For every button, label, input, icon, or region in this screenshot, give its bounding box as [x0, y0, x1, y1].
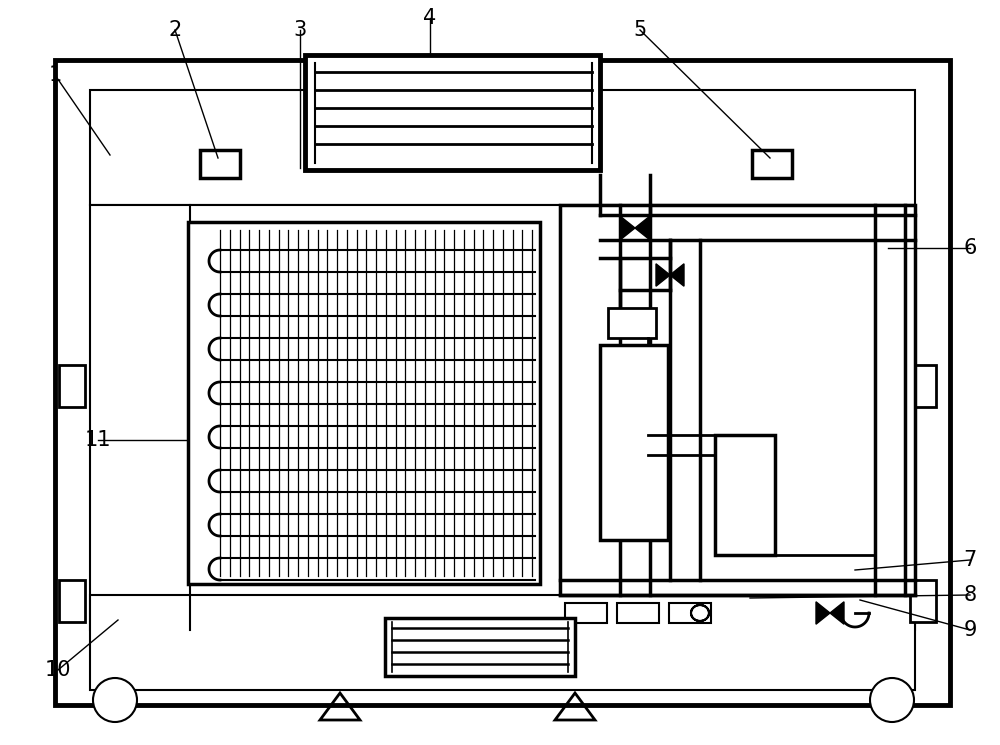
Circle shape [93, 678, 137, 722]
Text: 5: 5 [633, 20, 647, 40]
Bar [565, 603, 607, 623]
Bar [188, 222, 540, 584]
Polygon shape [816, 602, 844, 624]
Text: 4: 4 [423, 8, 437, 28]
Text: 1: 1 [48, 65, 62, 85]
Bar [385, 618, 575, 676]
Circle shape [870, 678, 914, 722]
Bar [55, 60, 950, 705]
Text: 9: 9 [963, 620, 977, 640]
Bar [560, 205, 915, 595]
Text: 7: 7 [963, 550, 977, 570]
Bar [715, 435, 775, 555]
Bar [200, 150, 240, 178]
Text: 3: 3 [293, 20, 307, 40]
Bar [90, 205, 915, 630]
Bar [608, 308, 656, 338]
Text: 10: 10 [45, 660, 71, 680]
Polygon shape [656, 264, 684, 286]
Bar [910, 580, 936, 622]
Bar [90, 595, 915, 690]
Text: 8: 8 [963, 585, 977, 605]
Text: 11: 11 [85, 430, 111, 450]
Bar [669, 603, 711, 623]
Text: 6: 6 [963, 238, 977, 258]
Bar [90, 90, 915, 205]
Bar [752, 150, 792, 178]
Bar [305, 55, 600, 170]
Polygon shape [621, 217, 649, 239]
Bar [59, 580, 85, 622]
Text: 2: 2 [168, 20, 182, 40]
Bar [617, 603, 659, 623]
Bar [59, 365, 85, 407]
Bar [600, 345, 668, 540]
Bar [910, 365, 936, 407]
